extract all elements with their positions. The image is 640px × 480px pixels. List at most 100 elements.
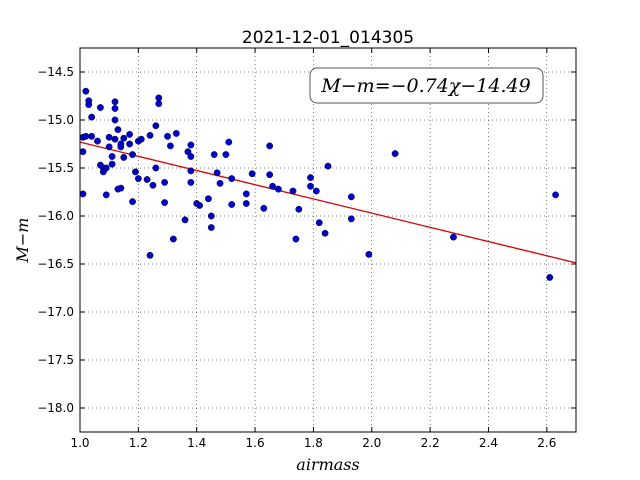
data-point (450, 233, 457, 241)
data-point (85, 101, 93, 109)
data-point (79, 148, 87, 156)
data-point (108, 160, 116, 168)
equation-box (309, 67, 544, 104)
data-point (111, 98, 119, 106)
data-point (114, 126, 122, 134)
data-point (312, 187, 320, 195)
data-point (307, 174, 314, 182)
x-tick-label: 2.0 (362, 436, 381, 450)
y-tick-label: −16.5 (37, 257, 74, 271)
data-point (315, 219, 323, 227)
data-point (207, 212, 215, 220)
data-point (196, 202, 204, 209)
data-point (260, 204, 268, 212)
data-point (307, 182, 314, 190)
data-point (152, 164, 160, 172)
data-point (161, 199, 169, 206)
data-point (137, 135, 145, 143)
data-point (187, 141, 195, 149)
data-point (88, 113, 96, 121)
data-point (228, 201, 236, 208)
y-tick-labels: −14.5 −15.0 −15.5 −16.0 −16.5 −17.0 −17.5 −18.0 (37, 65, 74, 415)
data-point (169, 235, 177, 243)
data-point (210, 151, 218, 158)
data-point (155, 100, 163, 108)
y-tick-label: −14.5 (37, 65, 74, 79)
data-point (102, 191, 110, 199)
data-point (213, 169, 221, 177)
data-point (248, 170, 256, 178)
fit-line (79, 141, 577, 264)
data-point (105, 143, 113, 151)
data-point (117, 140, 125, 148)
data-point (82, 87, 90, 95)
data-point (228, 175, 236, 182)
data-point (172, 130, 180, 137)
data-points (79, 87, 559, 281)
data-point (167, 142, 174, 150)
data-point (266, 171, 274, 179)
data-point (546, 274, 554, 281)
data-point (105, 133, 113, 141)
data-point (82, 132, 90, 140)
data-point (149, 181, 157, 189)
data-point (222, 151, 230, 158)
data-point (102, 164, 110, 172)
x-axis-label: airmass (296, 455, 359, 474)
y-tick-label: −15.5 (37, 161, 74, 175)
data-point (292, 235, 300, 243)
data-point (187, 153, 195, 160)
y-tick-label: −17.0 (37, 305, 74, 319)
data-point (242, 200, 250, 207)
equation-annotation: M−m=−0.74χ−14.49 (309, 67, 544, 104)
data-point (143, 176, 151, 183)
data-point (164, 132, 171, 140)
x-tick-labels: 1.0 1.2 1.4 1.6 1.8 2.0 2.2 2.4 2.6 (70, 436, 556, 450)
data-point (225, 138, 233, 146)
data-point (207, 224, 215, 231)
data-point (181, 216, 189, 224)
x-tick-label: 2.6 (537, 436, 556, 450)
y-tick-label: −17.5 (37, 353, 74, 367)
data-point (129, 198, 136, 206)
data-point (321, 229, 329, 237)
data-point (111, 116, 119, 124)
data-point (242, 190, 250, 198)
data-point (155, 94, 163, 102)
fit-line-layer (79, 141, 577, 264)
data-point (126, 130, 134, 138)
x-tick-label: 1.6 (246, 436, 265, 450)
plot-frame (79, 47, 577, 433)
data-point (111, 135, 119, 143)
data-point (187, 178, 195, 186)
grid (79, 48, 576, 432)
data-point (79, 190, 87, 198)
data-point (94, 137, 101, 145)
data-point (146, 131, 154, 139)
chart-title: 2021-12-01_014305 (242, 28, 414, 48)
x-tick-label: 1.8 (304, 436, 323, 450)
data-point (134, 175, 142, 182)
data-point (266, 142, 274, 150)
x-tick-label: 1.4 (187, 436, 206, 450)
data-point (391, 150, 399, 158)
data-point (347, 193, 355, 201)
data-point (347, 215, 355, 223)
data-point (129, 151, 136, 158)
y-axis-label: M−m (13, 218, 32, 264)
x-tick-label: 2.2 (421, 436, 440, 450)
data-point (274, 185, 282, 193)
data-point (216, 179, 224, 187)
x-tick-label: 1.2 (129, 436, 148, 450)
y-tick-label: −18.0 (37, 401, 74, 415)
data-point (187, 167, 195, 175)
data-point (161, 178, 169, 186)
data-point (152, 122, 160, 130)
data-point (324, 162, 332, 170)
data-point (132, 168, 139, 176)
y-tick-label: −16.0 (37, 209, 74, 223)
data-point (120, 154, 128, 161)
data-point (126, 140, 134, 148)
data-point (88, 132, 96, 140)
